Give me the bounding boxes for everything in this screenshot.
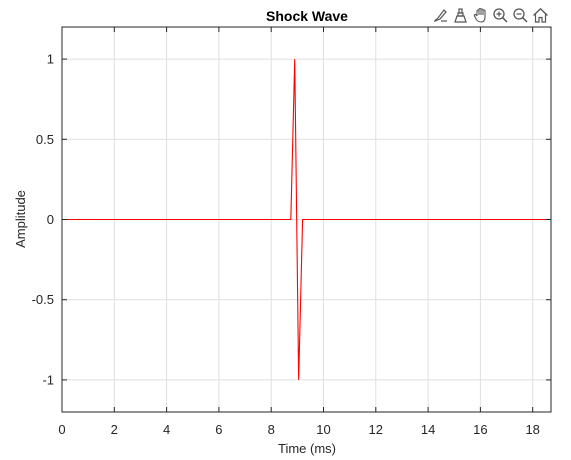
brush-icon bbox=[434, 8, 447, 22]
series-line bbox=[62, 59, 551, 380]
y-axis: -1 -0.5 0 0.5 1 bbox=[32, 52, 551, 387]
datatip-icon bbox=[454, 7, 467, 23]
plot-area[interactable] bbox=[61, 26, 552, 413]
zoom-in-button[interactable] bbox=[491, 5, 510, 25]
x-tick-label: 4 bbox=[163, 422, 170, 437]
y-tick-label: -1 bbox=[42, 372, 54, 387]
y-tick-label: -0.5 bbox=[32, 292, 54, 307]
zoom-out-icon bbox=[513, 7, 528, 23]
x-tick-label: 12 bbox=[369, 422, 383, 437]
x-tick-label: 10 bbox=[316, 422, 330, 437]
x-axis-label: Time (ms) bbox=[278, 441, 336, 456]
x-axis: 0 2 4 6 8 10 12 14 16 18 bbox=[58, 27, 540, 437]
x-tick-label: 14 bbox=[421, 422, 435, 437]
x-tick-label: 18 bbox=[525, 422, 539, 437]
y-tick-label: 0.5 bbox=[36, 132, 54, 147]
brush-button[interactable] bbox=[431, 5, 450, 25]
x-tick-label: 6 bbox=[215, 422, 222, 437]
x-tick-label: 8 bbox=[268, 422, 275, 437]
zoom-in-icon bbox=[493, 7, 508, 23]
data-tips-button[interactable] bbox=[451, 5, 470, 25]
home-icon bbox=[533, 7, 548, 23]
restore-view-button[interactable] bbox=[531, 5, 550, 25]
chart-title: Shock Wave bbox=[266, 8, 348, 24]
x-tick-label: 16 bbox=[473, 422, 487, 437]
y-tick-label: 0 bbox=[47, 212, 54, 227]
y-tick-label: 1 bbox=[47, 52, 54, 67]
x-tick-label: 2 bbox=[111, 422, 118, 437]
axes-toolbar bbox=[431, 4, 550, 26]
pan-button[interactable] bbox=[471, 5, 490, 25]
zoom-out-button[interactable] bbox=[511, 5, 530, 25]
pan-hand-icon bbox=[473, 7, 486, 23]
x-tick-label: 0 bbox=[58, 422, 65, 437]
y-axis-label: Amplitude bbox=[13, 190, 28, 248]
